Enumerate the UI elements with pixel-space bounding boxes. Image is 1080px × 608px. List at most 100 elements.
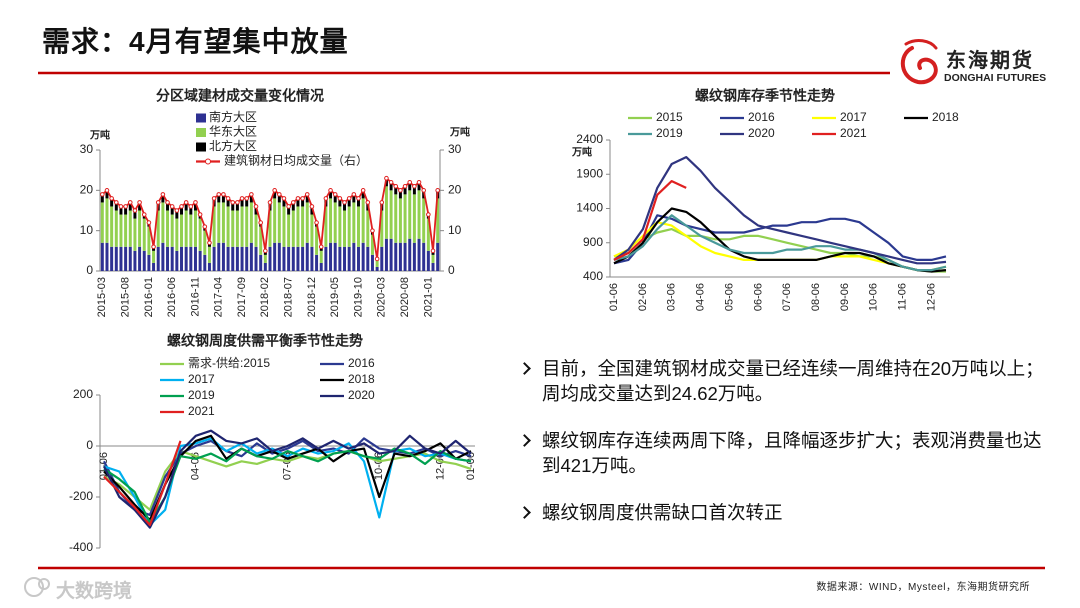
logo-subtext: DONGHAI FUTURES xyxy=(944,72,1047,84)
y-tick-label: 1400 xyxy=(576,201,603,215)
y-tick-label: -200 xyxy=(69,489,93,503)
line-marker xyxy=(146,220,152,225)
bar-segment xyxy=(301,246,305,271)
bar-segment xyxy=(370,234,374,255)
x-tick-label: 2020-08 xyxy=(399,277,411,317)
bar-segment xyxy=(380,246,384,271)
bar-segment xyxy=(124,214,128,247)
legend-label: 2017 xyxy=(840,110,867,124)
legend-label: 2018 xyxy=(348,372,375,386)
x-tick-label: 04-06 xyxy=(695,283,707,311)
bar-segment xyxy=(417,238,421,271)
bar-segment xyxy=(431,262,435,271)
bar-segment xyxy=(235,246,239,271)
line-marker xyxy=(435,188,440,193)
bar-segment xyxy=(245,206,249,247)
y-tick-label: -400 xyxy=(69,540,93,554)
bar-segment xyxy=(180,206,183,215)
bar-segment xyxy=(329,242,333,271)
x-tick-label: 02-06 xyxy=(637,283,649,311)
line-marker xyxy=(160,192,166,197)
bar-segment xyxy=(240,246,244,271)
y2-tick-label: 0 xyxy=(448,263,455,277)
bar-segment xyxy=(198,218,202,251)
watermark-icon xyxy=(24,577,50,597)
bar-segment xyxy=(119,206,123,215)
x-tick-label: 2018-12 xyxy=(306,277,318,317)
bar-segment xyxy=(319,262,323,271)
bar-segment xyxy=(124,206,128,215)
line-marker xyxy=(216,192,222,197)
bar-segment xyxy=(277,202,281,243)
line-marker xyxy=(132,208,138,213)
bar-segment xyxy=(436,242,440,271)
x-tick-label: 10-06 xyxy=(868,283,880,311)
bar-segment xyxy=(161,194,165,203)
bar-segment xyxy=(319,250,323,263)
x-tick-label: 2017-04 xyxy=(213,277,225,317)
bar-segment xyxy=(226,246,230,271)
bar-segment xyxy=(249,194,253,203)
line-marker xyxy=(235,200,240,205)
y-tick-label: 10 xyxy=(80,223,94,237)
line-marker xyxy=(342,200,347,205)
line-marker xyxy=(202,224,208,229)
bar-segment xyxy=(301,206,305,247)
bar-segment xyxy=(221,194,225,203)
line-marker xyxy=(151,244,156,250)
bar-segment xyxy=(175,218,179,251)
bullet-marker xyxy=(518,434,531,447)
line-marker xyxy=(309,204,315,209)
bar-segment xyxy=(282,206,286,247)
y-tick-label: 900 xyxy=(583,235,603,249)
bar-segment xyxy=(268,210,272,247)
bar-segment xyxy=(305,202,309,243)
bar-segment xyxy=(166,246,170,271)
line-marker xyxy=(314,220,319,225)
series-line xyxy=(613,156,947,265)
bar-segment xyxy=(184,202,188,211)
chart-title: 分区域建材成交量变化情况 xyxy=(156,88,324,104)
bar-segment xyxy=(193,202,197,211)
line-marker xyxy=(398,188,403,193)
bar-segment xyxy=(338,246,342,271)
line-marker xyxy=(323,196,329,201)
bar-segment xyxy=(357,206,360,247)
y-axis-label: 万吨 xyxy=(89,129,110,142)
bar-segment xyxy=(152,250,156,263)
bar-segment xyxy=(343,210,347,247)
bar-segment xyxy=(291,246,295,271)
bar-segment xyxy=(338,206,342,247)
bar-segment xyxy=(347,198,351,207)
line-marker xyxy=(332,192,338,197)
bar-segment xyxy=(175,210,179,219)
bar-segment xyxy=(105,198,109,243)
legend-label: 2019 xyxy=(188,388,215,402)
bar-segment xyxy=(282,198,286,207)
bar-segment xyxy=(277,194,281,203)
bar-segment xyxy=(249,202,253,243)
line-marker xyxy=(328,188,333,193)
legend-swatch xyxy=(196,113,206,123)
legend-label: 需求-供给:2015 xyxy=(188,356,270,370)
line-marker xyxy=(384,175,389,181)
bar-segment xyxy=(133,250,137,271)
bar-segment xyxy=(128,246,132,271)
bar-segment xyxy=(357,198,360,207)
bar-segment xyxy=(422,198,426,243)
bar-segment xyxy=(105,190,109,199)
bar-segment xyxy=(408,238,412,271)
y-tick-label: 0 xyxy=(86,263,93,277)
bullet-marker xyxy=(518,362,531,375)
bar-segment xyxy=(273,190,277,199)
bar-segment xyxy=(375,266,379,271)
line-marker xyxy=(402,184,408,189)
bar-segment xyxy=(310,246,314,271)
bar-segment xyxy=(394,194,398,243)
line-marker xyxy=(365,200,371,205)
series-line xyxy=(103,429,472,529)
x-tick-label: 2019-10 xyxy=(352,277,364,317)
x-tick-label: 09-06 xyxy=(839,283,851,311)
bar-segment xyxy=(277,242,281,271)
